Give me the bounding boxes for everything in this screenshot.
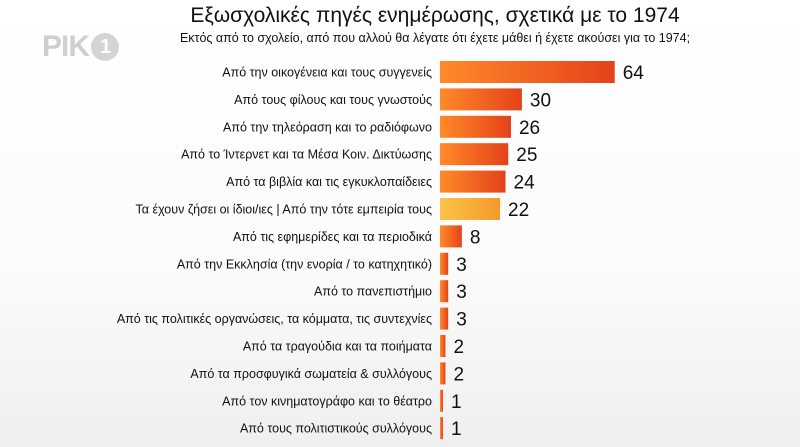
category-label: Από τις πολιτικές οργανώσεις, τα κόμματα… bbox=[117, 312, 432, 326]
bar bbox=[440, 307, 449, 330]
value-label: 22 bbox=[508, 200, 529, 221]
bar bbox=[440, 280, 449, 303]
category-label: Από την Εκκλησία (την ενορία / το κατηχη… bbox=[177, 257, 432, 271]
channel-logo: ΡΙΚ 1 bbox=[42, 30, 120, 64]
category-label: Από τα τραγούδια και τα ποιήματα bbox=[243, 340, 432, 354]
category-label: Από τα προσφυγικά σωματεία & συλλόγους bbox=[190, 367, 432, 381]
value-label: 3 bbox=[456, 310, 467, 331]
category-label: Από το Ίντερνετ και τα Μέσα Κοιν. Δικτύω… bbox=[181, 148, 432, 162]
category-label: Από τις εφημερίδες και τα περιοδικά bbox=[233, 230, 432, 244]
bar bbox=[440, 198, 501, 220]
bar bbox=[440, 170, 506, 193]
value-label: 3 bbox=[456, 282, 467, 303]
category-label: Από τους πολιτιστικούς συλλόγους bbox=[240, 422, 432, 436]
value-label: 24 bbox=[514, 173, 536, 194]
category-label: Τα έχουν ζήσει οι ίδιοι/ιες | Από την τό… bbox=[136, 203, 432, 217]
value-label: 3 bbox=[456, 255, 467, 276]
value-label: 8 bbox=[470, 227, 481, 248]
chart-title: Εξωσχολικές πηγές ενημέρωσης, σχετικά με… bbox=[190, 4, 680, 27]
value-label: 25 bbox=[516, 145, 537, 166]
value-label: 1 bbox=[451, 392, 462, 413]
bar bbox=[440, 88, 522, 111]
value-label: 1 bbox=[451, 419, 462, 440]
value-label: 2 bbox=[453, 364, 464, 385]
bar bbox=[440, 335, 446, 357]
bar bbox=[440, 61, 615, 83]
category-label: Από την οικογένεια και τους συγγενείς bbox=[222, 66, 432, 80]
bar bbox=[440, 115, 511, 138]
chart-subtitle: Εκτός από το σχολείο, από που αλλού θα λ… bbox=[179, 31, 691, 45]
category-label: Από το πανεπιστήμιο bbox=[314, 285, 432, 299]
value-label: 64 bbox=[623, 63, 645, 84]
value-label: 30 bbox=[530, 90, 551, 111]
category-label: Από την τηλεόραση και το ραδιόφωνο bbox=[223, 120, 432, 134]
bar bbox=[440, 143, 509, 166]
bar bbox=[440, 389, 443, 412]
channel-logo-text: ΡΙΚ bbox=[42, 30, 90, 63]
bar bbox=[440, 417, 443, 440]
bar bbox=[440, 225, 462, 248]
value-label: 2 bbox=[453, 337, 464, 358]
bar bbox=[440, 252, 449, 275]
value-label: 26 bbox=[519, 118, 540, 139]
channel-logo-number: 1 bbox=[91, 33, 120, 61]
category-label: Από τους φίλους και τους γνωστούς bbox=[234, 93, 432, 107]
category-label: Από τον κινηματογράφο και το θέατρο bbox=[222, 394, 432, 408]
bar bbox=[440, 362, 446, 385]
category-label: Από τα βιβλία και τις εγκυκλοπαίδειες bbox=[226, 175, 432, 189]
